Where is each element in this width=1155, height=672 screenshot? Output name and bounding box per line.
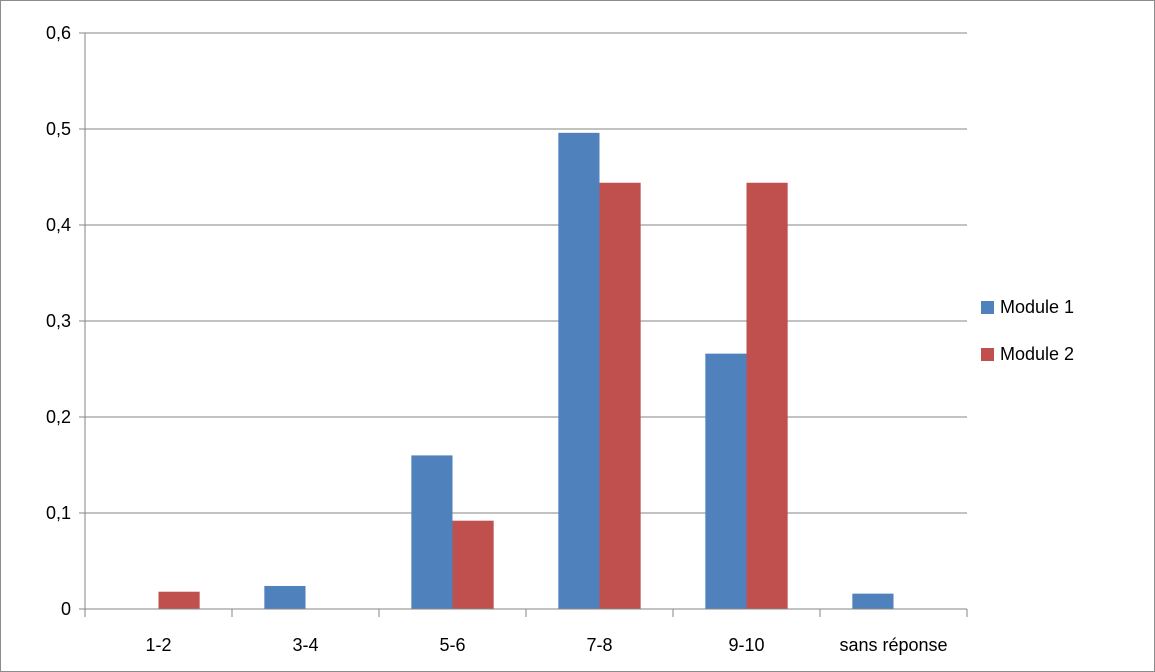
y-tick-label: 0,1 bbox=[46, 503, 71, 523]
bar-module-1-3-4 bbox=[264, 585, 306, 609]
axes bbox=[79, 32, 968, 617]
y-tick-label: 0,4 bbox=[46, 215, 71, 235]
x-axis-tick-labels: 1-2 3-4 5-6 7-8 9-10 sans réponse bbox=[145, 635, 947, 655]
x-tick-label: sans réponse bbox=[839, 635, 947, 655]
bar-module-2-9-10 bbox=[746, 182, 788, 609]
bar-module-1-9-10 bbox=[705, 353, 747, 609]
x-tick-label: 7-8 bbox=[586, 635, 612, 655]
bar-module-1-5-6 bbox=[411, 455, 453, 609]
bar-module-2-1-2 bbox=[158, 591, 200, 609]
legend: Module 1 Module 2 bbox=[981, 297, 1074, 364]
x-tick-label: 5-6 bbox=[439, 635, 465, 655]
y-axis-tick-labels: 0 0,1 0,2 0,3 0,4 0,5 0,6 bbox=[46, 23, 71, 619]
x-tick-label: 9-10 bbox=[728, 635, 764, 655]
bars bbox=[158, 132, 894, 609]
y-tick-label: 0 bbox=[61, 599, 71, 619]
legend-label: Module 1 bbox=[1000, 297, 1074, 317]
x-tick-label: 3-4 bbox=[292, 635, 318, 655]
y-tick-label: 0,3 bbox=[46, 311, 71, 331]
legend-swatch bbox=[981, 301, 994, 314]
legend-label: Module 2 bbox=[1000, 344, 1074, 364]
gridlines bbox=[85, 32, 967, 514]
bar-module-1-7-8 bbox=[558, 132, 600, 609]
y-tick-label: 0,6 bbox=[46, 23, 71, 43]
bar-module-2-7-8 bbox=[599, 182, 641, 609]
y-tick-label: 0,5 bbox=[46, 119, 71, 139]
legend-swatch bbox=[981, 348, 994, 361]
bar-module-1-sans-réponse bbox=[852, 593, 894, 609]
bar-module-2-5-6 bbox=[452, 520, 494, 609]
x-tick-label: 1-2 bbox=[145, 635, 171, 655]
y-tick-label: 0,2 bbox=[46, 407, 71, 427]
